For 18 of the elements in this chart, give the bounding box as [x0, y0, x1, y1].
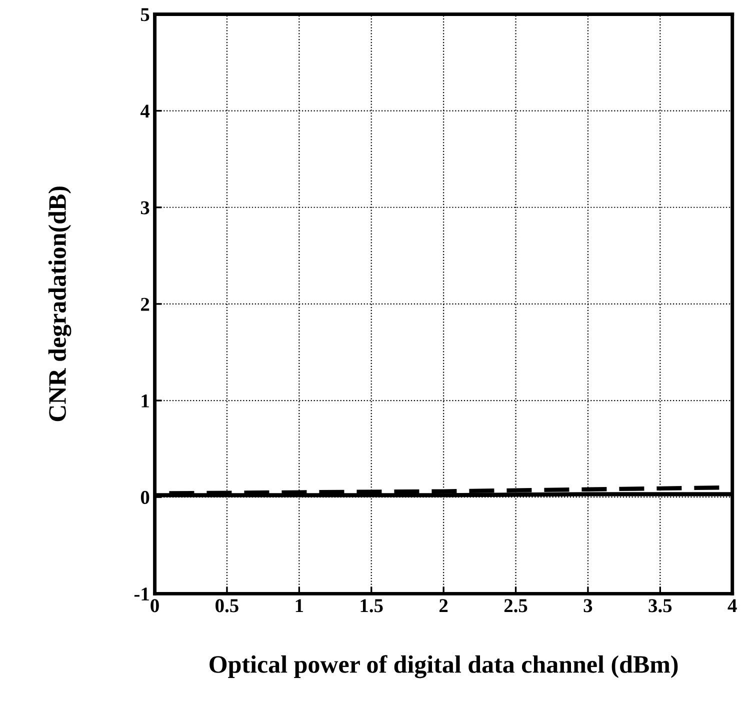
x-axis-title: Optical power of digital data channel (dBm)	[210, 655, 678, 678]
y-tick-label: 4	[140, 104, 150, 118]
y-tick-label: 3	[140, 201, 150, 214]
y-tick-label: 2	[141, 298, 150, 311]
x-tick-label: 1	[296, 599, 304, 612]
y-axis-title: CNR degradation(dB)	[48, 186, 72, 422]
x-tick-label: 2	[440, 599, 448, 612]
y-tick-label: 5	[140, 8, 150, 22]
x-tick-label: 3	[584, 599, 592, 612]
y-tick-label: 0	[140, 490, 150, 504]
x-tick-label: 0	[150, 599, 159, 612]
x-tick-label: 4	[728, 599, 737, 612]
x-tick-label: 2.5	[504, 599, 528, 612]
x-tick-label: 3.5	[648, 599, 672, 612]
x-tick-label: 1.5	[360, 599, 383, 612]
y-tick-label: 1	[142, 394, 149, 408]
y-tick-label: -1	[134, 588, 149, 600]
x-tick-label: 0.5	[216, 599, 238, 612]
